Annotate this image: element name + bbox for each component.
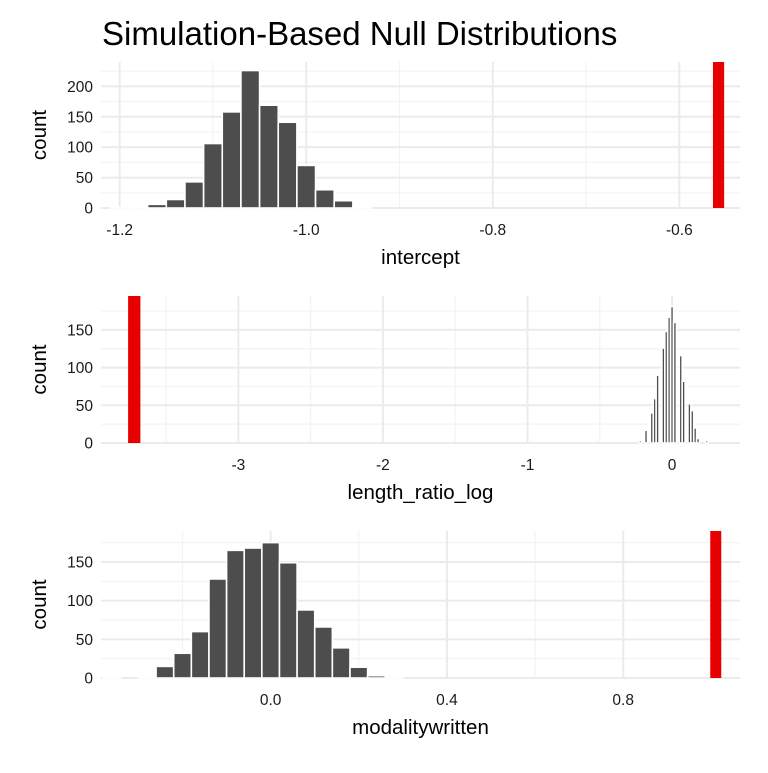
histogram-bar (296, 164, 317, 209)
y-tick-label: 50 (76, 398, 94, 415)
y-tick-label: 150 (67, 322, 93, 339)
x-tick-label: 0.4 (436, 692, 458, 709)
histogram-bar (277, 121, 298, 209)
histogram-bar (190, 630, 210, 679)
histogram-bar (296, 609, 316, 679)
histogram-bar (225, 549, 246, 679)
histogram-bar (208, 578, 228, 679)
histogram-bar (102, 676, 122, 679)
chart-title: Simulation-Based Null Distributions (102, 15, 617, 52)
y-tick-label: 200 (67, 79, 93, 96)
histogram-bar (202, 142, 224, 209)
observed-statistic-bar (710, 531, 722, 678)
histogram-bar (643, 429, 649, 444)
x-tick-label: -1.2 (106, 222, 133, 239)
y-tick-label: 100 (67, 593, 93, 610)
x-tick-label: -0.8 (479, 222, 506, 239)
y-tick-label: 150 (67, 554, 93, 571)
y-tick-label: 150 (67, 109, 93, 126)
x-tick-label: -0.6 (666, 222, 693, 239)
y-tick-label: 0 (84, 436, 93, 453)
x-tick-label: 0.8 (612, 692, 634, 709)
histogram-bar (128, 205, 149, 209)
histogram-bar (366, 674, 387, 679)
panel-3: 0 50 100 150 0.0 0.4 0.8 modalitywritten count (28, 531, 740, 739)
histogram-bar (331, 647, 351, 679)
y-tick-label: 50 (76, 632, 94, 649)
histogram-bar (184, 181, 205, 209)
observed-statistic-bar (712, 62, 725, 208)
histogram-bar (681, 380, 686, 444)
histogram-bar (261, 541, 281, 679)
observed-statistic-bar (128, 296, 141, 443)
histogram-bar (349, 666, 369, 679)
y-axis-label: count (28, 579, 51, 629)
y-tick-label: 0 (84, 671, 93, 688)
y-tick-label: 100 (67, 140, 93, 157)
histogram-bar (109, 206, 130, 209)
x-tick-label: 0.0 (260, 692, 282, 709)
y-axis-label: count (28, 110, 51, 160)
histogram-bar (333, 199, 354, 209)
histogram-bar (172, 652, 193, 679)
histogram-bar (221, 111, 242, 209)
histogram-bar (313, 626, 334, 679)
x-tick-label: -3 (231, 457, 245, 474)
x-tick-label: -2 (376, 457, 390, 474)
x-tick-label: -1 (521, 457, 535, 474)
panel-2: 0 50 100 150 -3 -2 -1 0 length_ratio_log count (28, 296, 740, 504)
x-tick-label: -1.0 (293, 222, 320, 239)
histogram-bar (655, 374, 660, 444)
x-axis-label: intercept (381, 246, 460, 269)
histogram-bar (704, 439, 709, 444)
histogram-bar (146, 203, 168, 209)
y-tick-label: 50 (76, 170, 94, 187)
histogram-bar (695, 437, 701, 444)
histogram-bar (384, 676, 404, 679)
x-axis-label: length_ratio_log (348, 481, 494, 504)
panel-1: 0 50 100 150 200 -1.2 -1.0 -0.8 -0.6 intercept cou… (28, 62, 740, 269)
x-axis-label: modalitywritten (352, 716, 489, 739)
y-axis-label: count (28, 344, 51, 394)
histogram-bar (314, 188, 336, 209)
histogram-bar (165, 198, 186, 209)
histogram-bar (137, 675, 157, 679)
histogram-bar (352, 206, 373, 209)
histogram-bar (638, 439, 643, 444)
y-tick-label: 100 (67, 360, 93, 377)
histogram-bar (672, 321, 678, 444)
histogram-bar (692, 427, 698, 444)
histogram-bar (240, 69, 261, 209)
histogram-bar (243, 547, 263, 679)
histogram-bar (155, 665, 175, 679)
histogram-bar (278, 561, 298, 679)
x-tick-label: 0 (668, 457, 677, 474)
histogram-bar (258, 104, 280, 209)
y-tick-label: 0 (84, 201, 93, 218)
histogram-bar (690, 409, 695, 444)
